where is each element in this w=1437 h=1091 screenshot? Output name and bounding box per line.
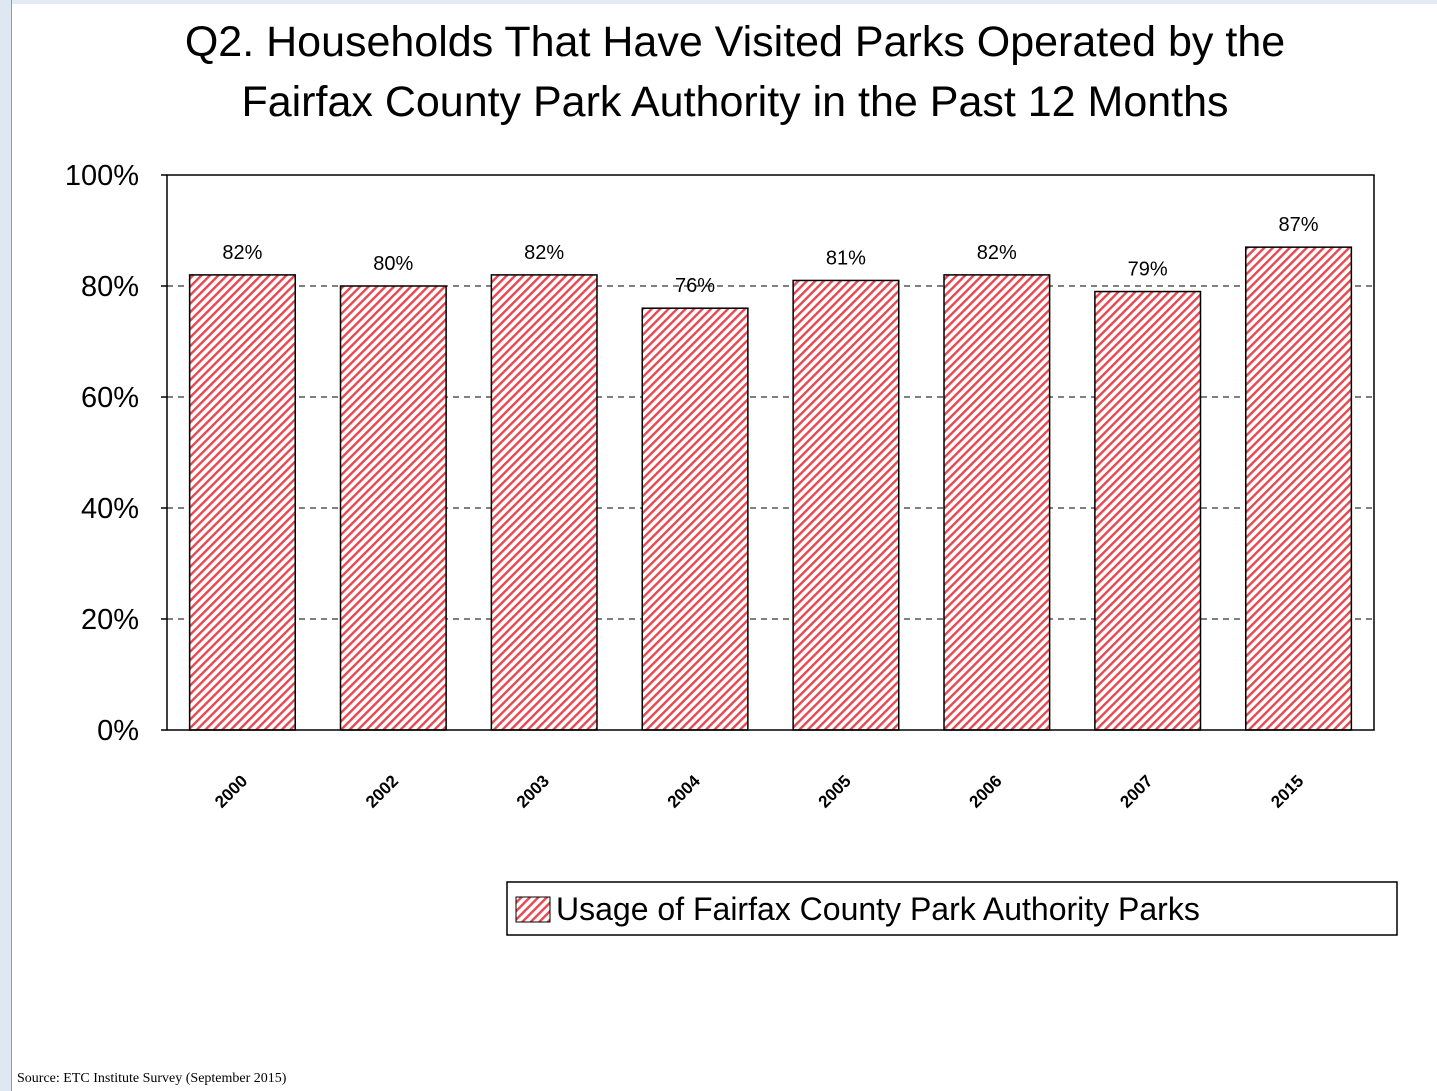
plot-area-frame: [166, 174, 1375, 731]
bar-2004: [641, 307, 749, 731]
bars: [188, 246, 1353, 731]
y-tick-label: 60%: [81, 382, 139, 414]
data-label-2003: 82%: [524, 242, 564, 264]
data-labels: 82% 80% 82% 76% 81% 82% 79% 87%: [222, 214, 1318, 297]
chart-title-line-2: Fairfax County Park Authority in the Pas…: [241, 78, 1228, 126]
data-label-2002: 80%: [373, 253, 413, 275]
bar-2002: [339, 285, 447, 731]
x-axis-ticks: 2000 2002 2003 2004 2005 2006 2007 2015: [211, 771, 1307, 812]
window-top-edge: [0, 0, 1437, 4]
y-tick-label: 20%: [81, 604, 139, 636]
bar-2015: [1245, 246, 1353, 731]
y-tick-label: 40%: [81, 493, 139, 525]
x-tick-label-2003: 2003: [513, 771, 553, 811]
source-note: Source: ETC Institute Survey (September …: [17, 1071, 287, 1086]
bar-2003: [490, 274, 598, 731]
window-left-edge: [0, 0, 12, 1091]
data-label-2005: 81%: [826, 247, 866, 269]
legend: Usage of Fairfax County Park Authority P…: [506, 881, 1398, 936]
x-tick-label-2006: 2006: [965, 771, 1005, 811]
chart-title-line-1: Q2. Households That Have Visited Parks O…: [185, 18, 1285, 66]
data-label-2007: 79%: [1128, 259, 1168, 281]
x-tick-label-2002: 2002: [362, 771, 402, 811]
x-tick-label-2004: 2004: [664, 771, 705, 812]
bar-2005: [792, 279, 900, 731]
data-label-2000: 82%: [222, 242, 262, 264]
bar-2000: [188, 274, 296, 731]
y-tick-label: 80%: [81, 271, 139, 303]
y-tick-label: 0%: [97, 715, 139, 747]
x-tick-label-2015: 2015: [1267, 771, 1307, 811]
x-tick-label-2007: 2007: [1116, 771, 1156, 811]
x-tick-label-2005: 2005: [815, 771, 855, 811]
y-axis-ticks: 0% 20% 40% 60% 80% 100%: [65, 160, 167, 747]
bar-2006: [943, 274, 1051, 731]
bar-2007: [1094, 290, 1202, 731]
legend-box: [506, 881, 1398, 936]
data-label-2015: 87%: [1279, 214, 1319, 236]
legend-label: Usage of Fairfax County Park Authority P…: [556, 891, 1200, 927]
legend-swatch: [515, 896, 551, 923]
x-tick-label-2000: 2000: [211, 771, 251, 811]
y-tick-label: 100%: [65, 160, 139, 192]
data-label-2006: 82%: [977, 242, 1017, 264]
data-label-2004: 76%: [675, 275, 715, 297]
